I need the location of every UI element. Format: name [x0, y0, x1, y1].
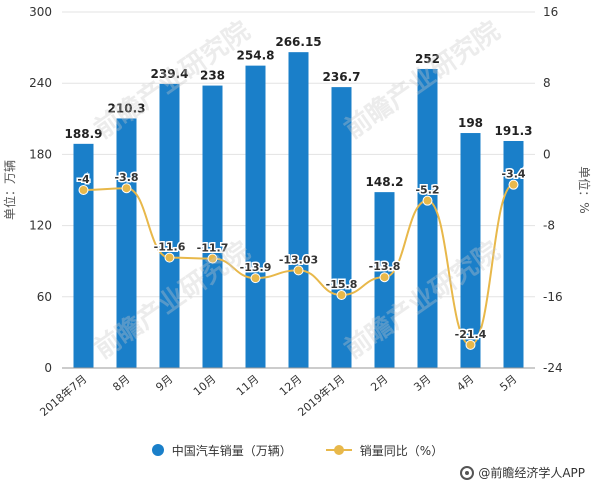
- yoy-line: [83, 183, 514, 346]
- yoy-value-label: -13.9: [240, 261, 272, 274]
- legend-item-yoy[interactable]: 销量同比（%）: [325, 442, 444, 459]
- right-tick-label: 8: [543, 76, 551, 90]
- yoy-value-label: -11.7: [197, 242, 229, 255]
- yoy-value-label: -15.8: [326, 278, 358, 291]
- bar: [288, 52, 309, 368]
- left-tick-label: 180: [29, 147, 52, 161]
- legend-line-marker: [325, 444, 352, 456]
- yoy-point: [465, 339, 476, 350]
- right-tick-label: -24: [543, 361, 563, 375]
- yoy-point: [336, 290, 347, 301]
- bar: [73, 143, 94, 368]
- y-axis-title: 单位：万辆: [2, 160, 17, 220]
- x-tick-label: 9月: [153, 372, 175, 394]
- bar-value-label: 252: [415, 52, 440, 66]
- right-tick-label: -8: [543, 219, 555, 233]
- y2-axis-title: 单位：%: [577, 166, 592, 213]
- legend-item-sales[interactable]: 中国汽车销量（万辆）: [151, 442, 292, 459]
- bar-value-label: 238: [200, 69, 225, 83]
- yoy-value-label: -13.8: [369, 260, 401, 273]
- bar: [116, 118, 137, 368]
- x-tick-label: 2018年7月: [37, 372, 90, 419]
- yoy-value-label: -11.6: [154, 241, 186, 254]
- yoy-point: [121, 183, 132, 194]
- right-tick-label: -16: [543, 290, 563, 304]
- yoy-point: [379, 272, 390, 283]
- x-tick-label: 3月: [411, 372, 433, 394]
- x-tick-label: 5月: [497, 372, 519, 394]
- app-logo-icon: [460, 465, 475, 480]
- left-tick-label: 0: [44, 361, 52, 375]
- bar-value-label: 191.3: [495, 124, 533, 138]
- bar-value-label: 210.3: [108, 101, 146, 115]
- left-tick-label: 60: [37, 290, 52, 304]
- bar: [460, 133, 481, 368]
- bar-value-label: 254.8: [237, 49, 275, 63]
- bar: [245, 65, 266, 369]
- x-tick-label: 4月: [454, 372, 476, 394]
- yoy-point: [207, 253, 218, 264]
- bar-value-label: 266.15: [275, 35, 321, 49]
- legend-bar-marker: [151, 444, 164, 456]
- legend-label-yoy: 销量同比（%）: [359, 443, 444, 458]
- yoy-point: [250, 273, 261, 284]
- x-tick-label: 2019年1月: [295, 372, 348, 419]
- bar: [202, 85, 223, 368]
- bar: [503, 140, 524, 368]
- source-text: @前瞻经济学人APP: [478, 466, 585, 480]
- legend-label-sales: 中国汽车销量（万辆）: [171, 443, 292, 458]
- source-footer: @前瞻经济学人APP: [460, 464, 585, 481]
- bar-value-label: 188.9: [65, 127, 103, 141]
- left-tick-label: 120: [29, 219, 52, 233]
- bar: [417, 68, 438, 369]
- yoy-point: [164, 252, 175, 263]
- bar: [331, 87, 352, 368]
- yoy-value-label: -5.2: [415, 184, 439, 197]
- bar-value-label: 239.4: [151, 67, 189, 81]
- yoy-value-label: -4: [77, 173, 90, 186]
- x-tick-label: 11月: [234, 372, 262, 398]
- x-tick-label: 10月: [191, 372, 219, 398]
- yoy-point: [508, 179, 519, 190]
- yoy-value-label: -3.4: [501, 168, 525, 181]
- bar-value-label: 148.2: [366, 175, 404, 189]
- yoy-value-label: -3.8: [114, 171, 138, 184]
- yoy-point: [78, 185, 89, 195]
- right-tick-label: 0: [543, 147, 551, 161]
- yoy-point: [293, 265, 304, 276]
- chart-legend: 中国汽车销量（万辆） 销量同比（%）: [0, 438, 595, 462]
- yoy-value-label: -21.4: [455, 328, 487, 341]
- left-tick-label: 300: [29, 5, 52, 19]
- x-tick-label: 2月: [368, 372, 390, 394]
- x-tick-label: 12月: [277, 372, 305, 398]
- bar: [159, 83, 180, 369]
- bar-value-label: 198: [458, 116, 483, 130]
- bar-value-label: 236.7: [323, 70, 361, 84]
- yoy-point: [422, 195, 433, 206]
- combo-chart: 0 60 120 180 240 300 -24 -16 -8 0 8 16 单位：万辆 单位：% 188.…: [2, 5, 592, 419]
- left-tick-label: 240: [29, 76, 52, 90]
- right-tick-label: 16: [543, 5, 558, 19]
- yoy-value-label: -13.03: [279, 253, 318, 266]
- x-tick-label: 8月: [110, 372, 132, 394]
